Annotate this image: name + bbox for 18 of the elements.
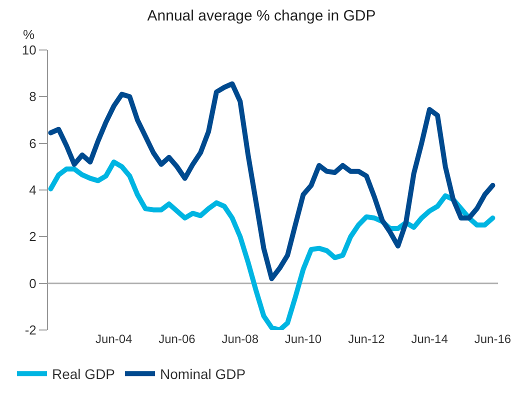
y-tick-label: 10	[22, 42, 36, 58]
y-tick-label: 8	[29, 89, 36, 104]
legend-label: Nominal GDP	[160, 366, 246, 382]
y-tick-label: 2	[29, 229, 36, 244]
x-tick-label: Jun-08	[222, 332, 259, 346]
y-tick-label: -2	[24, 322, 36, 338]
y-tick-label: 6	[29, 136, 36, 151]
y-tick-label: 4	[29, 182, 36, 198]
x-tick-label: Jun-16	[474, 332, 512, 346]
x-tick-label: Jun-04	[96, 332, 133, 346]
legend-label: Real GDP	[52, 366, 116, 382]
y-axis-title: %	[23, 27, 35, 42]
x-tick-label: Jun-12	[348, 332, 386, 346]
x-tick-label: Jun-10	[284, 332, 322, 346]
x-tick-label: Jun-14	[411, 332, 448, 346]
y-tick-label: 0	[29, 276, 36, 291]
x-tick-label: Jun-06	[158, 332, 196, 346]
chart-title: Annual average % change in GDP	[147, 8, 376, 25]
